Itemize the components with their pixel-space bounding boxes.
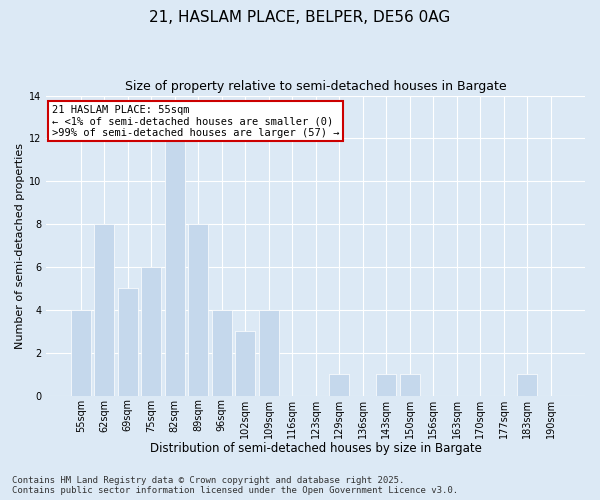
Bar xyxy=(235,332,255,396)
Bar xyxy=(329,374,349,396)
Bar xyxy=(517,374,537,396)
Bar xyxy=(165,138,185,396)
Title: Size of property relative to semi-detached houses in Bargate: Size of property relative to semi-detach… xyxy=(125,80,506,93)
Text: Contains HM Land Registry data © Crown copyright and database right 2025.
Contai: Contains HM Land Registry data © Crown c… xyxy=(12,476,458,495)
Text: 21 HASLAM PLACE: 55sqm
← <1% of semi-detached houses are smaller (0)
>99% of sem: 21 HASLAM PLACE: 55sqm ← <1% of semi-det… xyxy=(52,104,339,138)
Bar xyxy=(94,224,115,396)
Bar xyxy=(71,310,91,396)
Bar xyxy=(259,310,279,396)
Y-axis label: Number of semi-detached properties: Number of semi-detached properties xyxy=(15,142,25,348)
Bar xyxy=(118,288,138,396)
Bar xyxy=(212,310,232,396)
X-axis label: Distribution of semi-detached houses by size in Bargate: Distribution of semi-detached houses by … xyxy=(150,442,482,455)
Bar xyxy=(376,374,396,396)
Text: 21, HASLAM PLACE, BELPER, DE56 0AG: 21, HASLAM PLACE, BELPER, DE56 0AG xyxy=(149,10,451,25)
Bar xyxy=(142,267,161,396)
Bar xyxy=(188,224,208,396)
Bar xyxy=(400,374,419,396)
